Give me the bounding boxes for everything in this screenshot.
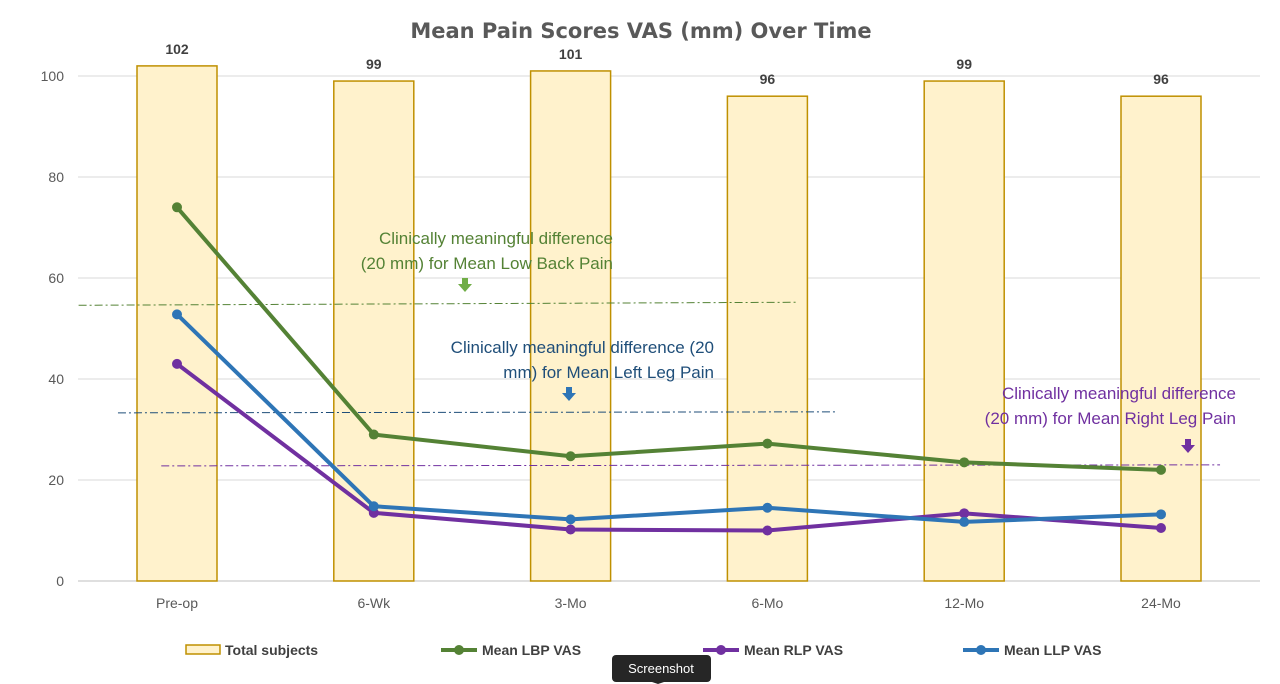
bar-data-label: 99 — [366, 56, 382, 72]
annotation-text: mm) for Mean Left Leg Pain — [503, 363, 714, 382]
down-arrow-icon — [1181, 439, 1195, 453]
series-point — [959, 457, 970, 468]
series-point — [565, 524, 576, 535]
chart-title: Mean Pain Scores VAS (mm) Over Time — [410, 19, 871, 43]
bar-data-label: 96 — [1153, 71, 1169, 87]
legend-label-total-subjects: Total subjects — [225, 642, 318, 658]
bar-data-label: 99 — [956, 56, 972, 72]
bar-data-label: 102 — [165, 41, 189, 57]
legend-swatch-marker — [976, 645, 986, 655]
screenshot-tooltip[interactable]: Screenshot — [612, 655, 711, 684]
x-tick-label: 6-Wk — [357, 595, 391, 611]
legend-label: Mean LLP VAS — [1004, 642, 1102, 658]
y-tick-label: 20 — [48, 472, 64, 488]
series-point — [368, 501, 379, 512]
x-tick-label: 6-Mo — [751, 595, 783, 611]
series-point — [368, 429, 379, 440]
series-point — [172, 358, 182, 369]
y-tick-label: 60 — [48, 270, 64, 286]
series-point — [172, 202, 182, 213]
series-point — [1156, 464, 1166, 475]
bar — [726, 95, 809, 582]
series-point — [762, 438, 773, 449]
annotation-text: (20 mm) for Mean Low Back Pain — [361, 254, 613, 273]
tooltip-label: Screenshot — [628, 661, 694, 676]
series-point — [959, 516, 970, 527]
series-line — [175, 362, 1162, 533]
annotation-text: Clinically meaningful difference — [1002, 384, 1236, 403]
annotations: Clinically meaningful difference (20 mm) … — [361, 229, 1236, 453]
tooltip-background — [612, 655, 711, 682]
series-line — [175, 205, 1162, 472]
series-point — [959, 508, 970, 519]
bar-data-label: 96 — [760, 71, 776, 87]
axes: 0 20 40 60 80 100 Pre-op 6-Wk 3-Mo 6-Mo 12-Mo 24-Mo — [41, 68, 1181, 611]
y-tick-label: 100 — [41, 68, 65, 84]
x-tick-label: Pre-op — [156, 595, 198, 611]
legend-label: Mean RLP VAS — [744, 642, 843, 658]
legend-swatch-marker — [716, 645, 726, 655]
down-arrow-icon — [562, 387, 576, 401]
legend: Total subjects Mean LBP VAS Mean RLP VAS Me… — [185, 642, 1102, 658]
tooltip-pointer — [652, 682, 664, 684]
bar — [923, 80, 1005, 582]
annotation-text: Clinically meaningful difference (20 — [451, 338, 714, 357]
x-tick-label: 12-Mo — [944, 595, 984, 611]
bar — [136, 65, 218, 582]
legend-swatch-total-subjects — [185, 644, 221, 655]
series-point — [762, 502, 773, 513]
bar-series-total-subjects: 102 99 101 96 99 96 — [136, 41, 1202, 582]
series-point — [565, 451, 576, 462]
series-point — [1156, 522, 1166, 533]
reference-line — [78, 301, 797, 306]
series-point — [172, 309, 182, 320]
y-tick-label: 0 — [56, 573, 64, 589]
x-tick-label: 3-Mo — [555, 595, 587, 611]
y-tick-label: 80 — [48, 169, 64, 185]
series-line — [175, 312, 1162, 524]
y-tick-label: 40 — [48, 371, 64, 387]
gridlines — [78, 75, 1260, 582]
down-arrow-icon — [458, 278, 472, 292]
annotation-text: Clinically meaningful difference — [379, 229, 613, 248]
bar — [529, 70, 612, 582]
x-tick-label: 24-Mo — [1141, 595, 1181, 611]
series-point — [762, 525, 773, 536]
series-point — [565, 514, 576, 525]
legend-label: Mean LBP VAS — [482, 642, 581, 658]
bar — [1120, 95, 1202, 582]
bar-data-label: 101 — [559, 46, 583, 62]
series-point — [1156, 509, 1166, 520]
bar — [333, 80, 415, 582]
reference-line — [117, 411, 837, 414]
line-series — [172, 202, 1166, 536]
annotation-text: (20 mm) for Mean Right Leg Pain — [985, 409, 1236, 428]
legend-swatch-marker — [454, 645, 464, 655]
